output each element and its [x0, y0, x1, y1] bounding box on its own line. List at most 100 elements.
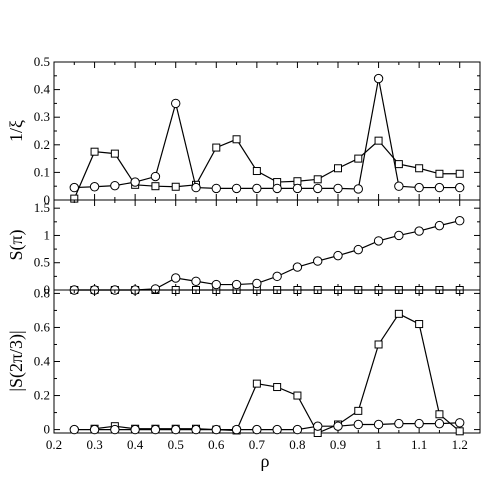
series-line — [94, 313, 461, 434]
circle-point — [272, 271, 282, 282]
x-axis-label: ρ — [261, 451, 270, 471]
circle-point — [455, 216, 465, 226]
circle-point — [272, 424, 282, 435]
y-tick-label: 0 — [44, 192, 51, 207]
y-tick-label: 0.1 — [34, 164, 50, 179]
square-point — [110, 149, 119, 158]
plot-frame — [53, 289, 481, 434]
circle-point — [292, 183, 303, 194]
circle-point — [191, 424, 201, 435]
circle-point — [394, 181, 404, 191]
y-tick-label: 1 — [44, 227, 51, 242]
circle-point — [373, 236, 384, 246]
x-tick-label: 1.1 — [411, 437, 427, 452]
circle-point — [272, 183, 282, 194]
series-circle — [69, 73, 465, 194]
chart-panels: 00.10.20.30.40.51/ξ00.511.5S(π)00.20.40.… — [6, 54, 481, 452]
x-tick-label: 1 — [375, 437, 382, 452]
circle-point — [434, 220, 445, 231]
square-point — [90, 147, 99, 156]
y-tick-label: 0.8 — [34, 285, 50, 300]
circle-point — [353, 184, 363, 194]
circle-point — [333, 421, 343, 431]
circle-point — [110, 180, 120, 191]
circle-point — [150, 284, 161, 294]
circle-point — [353, 244, 363, 255]
square-point — [435, 169, 444, 178]
square-point — [293, 391, 302, 400]
circle-point — [130, 424, 140, 435]
square-point — [354, 154, 363, 163]
x-tick-label: 0.9 — [330, 437, 346, 452]
square-point — [313, 175, 322, 184]
x-tick-label: 0.2 — [46, 437, 62, 452]
series-line — [74, 78, 460, 190]
square-point — [171, 182, 180, 191]
square-point — [334, 164, 342, 173]
square-point — [435, 410, 444, 419]
circle-point — [252, 183, 262, 194]
plot-frame — [53, 61, 481, 201]
x-tick-label: 1.2 — [452, 437, 468, 452]
circle-point — [231, 183, 242, 194]
y-tick-label: 0.2 — [34, 388, 50, 403]
circle-point — [333, 183, 343, 194]
y-tick-label: 1.5 — [34, 200, 50, 215]
square-point — [252, 167, 261, 176]
square-point — [415, 320, 424, 329]
y-axis-label: S(π) — [6, 229, 27, 260]
circle-point — [89, 424, 100, 435]
y-tick-label: 0.4 — [34, 354, 51, 369]
square-point — [232, 135, 241, 144]
y-axis-label: |S(2π/3)| — [6, 330, 27, 391]
circle-point — [191, 276, 201, 286]
circle-point — [414, 418, 424, 429]
y-tick-label: 0.6 — [34, 319, 51, 334]
circle-point — [171, 98, 181, 109]
circle-point — [434, 418, 445, 429]
y-axis-label: 1/ξ — [6, 120, 26, 142]
x-tick-label: 0.6 — [208, 437, 225, 452]
x-tick-label: 0.4 — [127, 437, 144, 452]
square-point — [455, 427, 464, 436]
circle-point — [414, 226, 424, 236]
circle-point — [211, 424, 221, 435]
circle-point — [313, 421, 323, 431]
circle-point — [69, 182, 79, 193]
square-point — [212, 143, 221, 152]
circle-point — [292, 424, 303, 435]
circle-point — [211, 183, 221, 194]
circle-point — [171, 273, 181, 283]
circle-point — [171, 424, 181, 435]
circle-point — [191, 182, 201, 193]
circle-point — [313, 256, 323, 266]
circle-point — [455, 418, 465, 428]
circle-point — [353, 419, 363, 430]
square-point — [354, 406, 363, 415]
y-tick-label: 0 — [44, 282, 51, 297]
series-circle — [69, 216, 465, 295]
plot-frame — [53, 199, 481, 291]
circle-point — [313, 183, 323, 194]
x-tick-label: 0.3 — [86, 437, 102, 452]
circle-point — [394, 418, 404, 429]
square-point — [151, 182, 160, 191]
y-tick-label: 0.5 — [34, 54, 50, 69]
series-square — [70, 135, 464, 203]
square-point — [293, 177, 302, 186]
square-point — [273, 383, 282, 392]
circle-point — [110, 424, 120, 435]
x-tick-label: 0.5 — [168, 437, 184, 452]
circle-point — [373, 73, 384, 84]
x-tick-label: 0.8 — [289, 437, 305, 452]
circle-point — [414, 182, 424, 193]
circle-point — [292, 262, 303, 272]
circle-point — [211, 279, 221, 290]
x-tick-label: 0.7 — [249, 437, 266, 452]
y-tick-label: 0 — [44, 422, 51, 437]
circle-point — [89, 182, 100, 192]
square-point — [252, 379, 261, 388]
y-tick-label: 0.2 — [34, 137, 50, 152]
series-line — [74, 220, 460, 291]
y-tick-label: 0.3 — [34, 109, 50, 124]
